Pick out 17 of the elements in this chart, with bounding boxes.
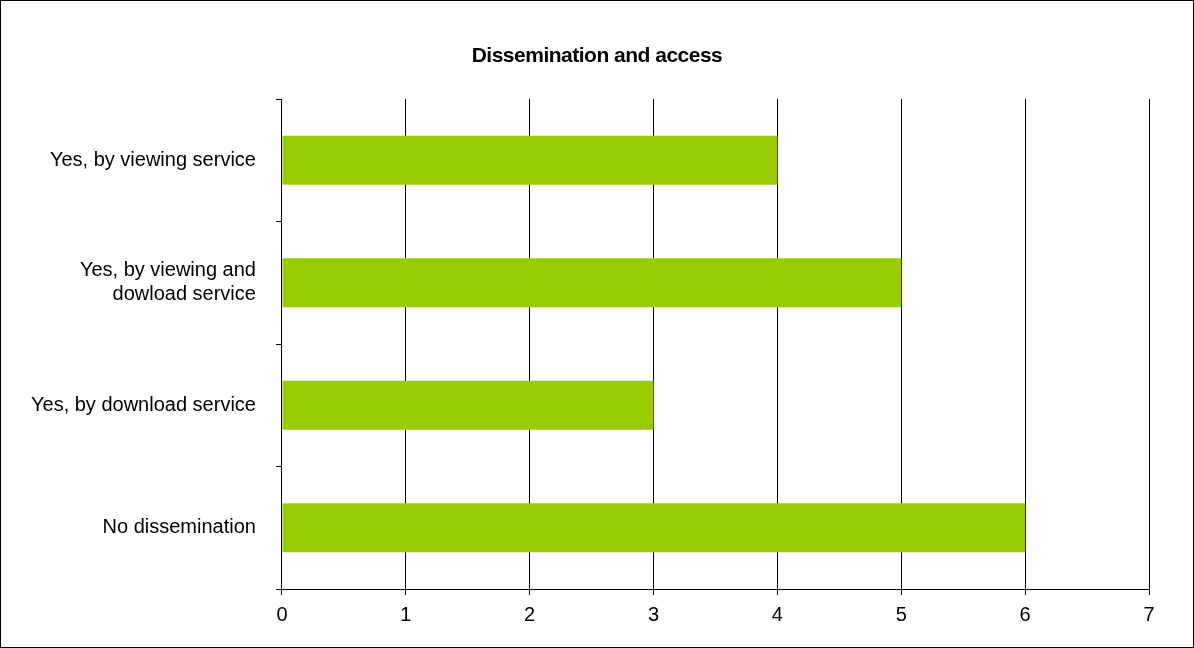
chart-title: Dissemination and access — [470, 43, 724, 67]
x-tick-label: 1 — [400, 602, 412, 625]
bar — [282, 135, 778, 185]
x-tick-label: 7 — [1143, 602, 1155, 625]
y-tick-label: Yes, by download service — [31, 392, 256, 415]
y-tick-label: Yes, by viewing service — [49, 147, 256, 170]
x-tick-label: 5 — [895, 602, 907, 625]
x-tick-label: 4 — [771, 602, 783, 625]
x-tick-label: 6 — [1019, 602, 1031, 625]
x-tick-label: 0 — [276, 602, 288, 625]
x-tick-label: 3 — [647, 602, 660, 625]
x-tick-label: 2 — [524, 602, 536, 625]
y-tick-label: No dissemination — [102, 515, 256, 538]
bar — [282, 258, 902, 308]
bar — [282, 380, 654, 430]
bar — [282, 503, 1026, 553]
y-tick-label: Yes, by viewing and dowload service — [79, 258, 256, 305]
